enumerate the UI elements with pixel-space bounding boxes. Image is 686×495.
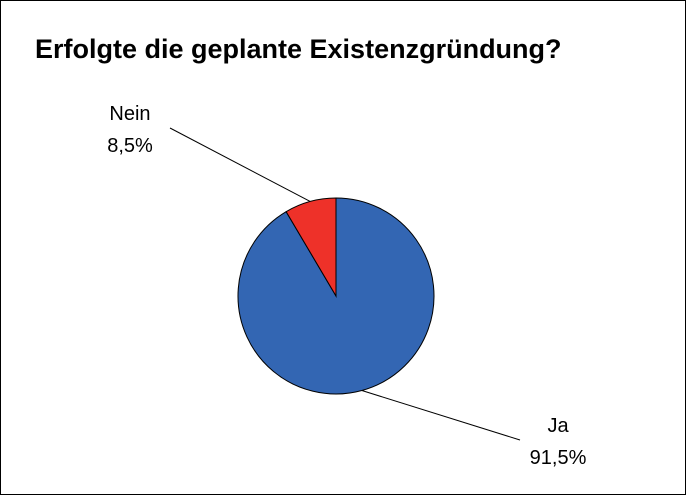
slice-value-label: 91,5% bbox=[530, 447, 587, 469]
leader-line bbox=[361, 390, 521, 441]
slice-label: Ja bbox=[547, 415, 569, 437]
leader-line bbox=[169, 127, 311, 202]
chart-title: Erfolgte die geplante Existenzgründung? bbox=[35, 34, 562, 64]
pie-slice bbox=[285, 197, 337, 298]
slice-value-label: 8,5% bbox=[107, 135, 153, 157]
slice-label: Nein bbox=[109, 103, 150, 125]
